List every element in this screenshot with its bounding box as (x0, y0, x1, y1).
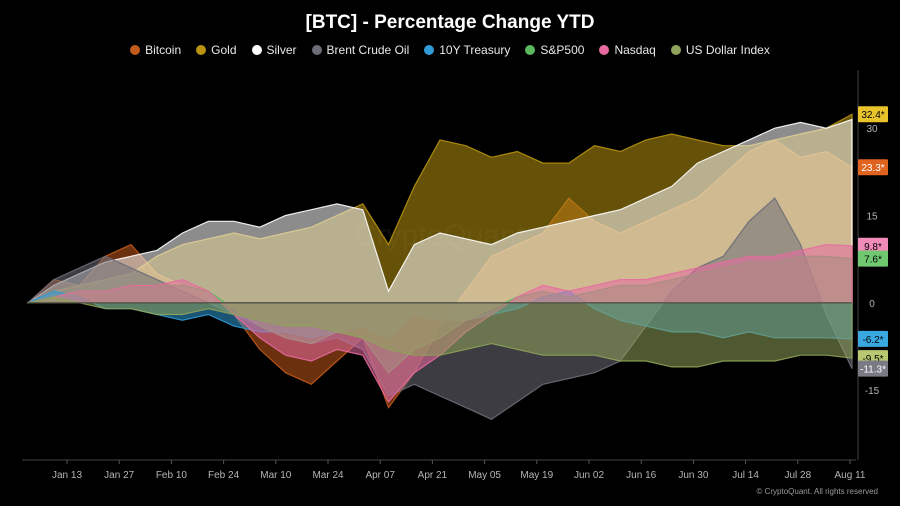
chart-title: [BTC] - Percentage Change YTD (305, 12, 595, 33)
x-tick-label: Jul 28 (784, 470, 811, 481)
value-badge: 32.4* (858, 106, 888, 123)
legend-dot-icon (525, 45, 536, 55)
legend-item-s-p500[interactable]: S&P500 (525, 43, 584, 57)
legend-label: S&P500 (540, 43, 585, 57)
legend-item-us-dollar-index[interactable]: US Dollar Index (670, 43, 770, 57)
legend-label: Nasdaq (614, 43, 656, 57)
legend-dot-icon (196, 45, 207, 55)
x-tick-label: Jun 16 (626, 470, 656, 481)
value-badges: 32.4* 23.3* 9.8* 7.6* -6.2* -9.5*-11.3* (858, 106, 888, 377)
value-badge: -6.2* (858, 330, 888, 347)
y-tick-label: -15 (865, 386, 880, 397)
x-tick-label: Apr 21 (418, 470, 448, 481)
x-tick-label: Feb 24 (208, 470, 240, 481)
x-tick-label: Jun 02 (574, 470, 604, 481)
legend-label: 10Y Treasury (439, 43, 511, 57)
legend-label: Silver (266, 43, 297, 57)
legend-label: US Dollar Index (685, 43, 770, 57)
copyright-text: © CryptoQuant. All rights reserved (756, 487, 879, 496)
series-area-silver[interactable] (27, 118, 853, 304)
y-tick-label: 30 (866, 124, 878, 135)
value-badge-label: 32.4* (861, 110, 884, 121)
value-badge-bg (858, 250, 888, 267)
series-layer (27, 113, 853, 420)
legend-dot-icon (130, 45, 141, 55)
x-tick-label: Jul 14 (732, 470, 759, 481)
value-badge-label: -9.5* (862, 354, 883, 365)
value-badge-label: 23.3* (861, 163, 884, 174)
x-tick-label: Mar 10 (260, 470, 292, 481)
x-tick-label: Jan 27 (104, 470, 134, 481)
legend-dot-icon (424, 45, 435, 55)
value-badge-label: -6.2* (862, 335, 883, 346)
value-badge: 7.6* (858, 250, 888, 267)
legend-item-bitcoin[interactable]: Bitcoin (130, 43, 181, 57)
value-badge-bg (858, 106, 888, 123)
value-badge-bg (858, 237, 888, 254)
value-badge-label: 7.6* (864, 255, 882, 266)
legend-item-silver[interactable]: Silver (251, 43, 297, 57)
value-badge-label: -11.3* (860, 365, 886, 376)
legend-label: Brent Crude Oil (326, 43, 410, 57)
value-badge: 23.3* (858, 159, 888, 176)
legend-dot-icon (311, 45, 322, 55)
x-tick-label: Feb 10 (156, 470, 188, 481)
x-tick-label: May 19 (520, 470, 553, 481)
legend-dot-icon (599, 45, 610, 55)
value-badge-bg (858, 360, 888, 377)
x-tick-label: Jun 30 (678, 470, 708, 481)
legend-item-10y-treasury[interactable]: 10Y Treasury (424, 43, 510, 57)
legend-label: Gold (211, 43, 237, 57)
legend-item-brent-crude-oil[interactable]: Brent Crude Oil (311, 43, 410, 57)
value-badge: -11.3* (858, 360, 888, 377)
legend-item-nasdaq[interactable]: Nasdaq (599, 43, 656, 57)
legend-dot-icon (251, 45, 262, 55)
x-tick-label: May 05 (468, 470, 501, 481)
series-area-us-dollar-index[interactable] (27, 296, 853, 368)
legend: Bitcoin Gold Silver Brent Crude Oil 10Y Trea… (0, 43, 900, 57)
legend-label: Bitcoin (145, 43, 182, 57)
value-badge-label: 9.8* (864, 242, 882, 253)
x-tick-label: Mar 24 (312, 470, 344, 481)
legend-item-gold[interactable]: Gold (196, 43, 237, 57)
y-tick-label: 15 (866, 212, 878, 223)
x-tick-label: Aug 11 (835, 470, 866, 481)
x-tick-label: Jan 13 (52, 470, 82, 481)
value-badge-bg (858, 159, 888, 176)
y-tick-label: 0 (869, 299, 875, 310)
value-badge-bg (858, 330, 888, 347)
value-badge: 9.8* (858, 237, 888, 254)
legend-dot-icon (670, 45, 681, 55)
x-tick-label: Apr 07 (365, 470, 395, 481)
